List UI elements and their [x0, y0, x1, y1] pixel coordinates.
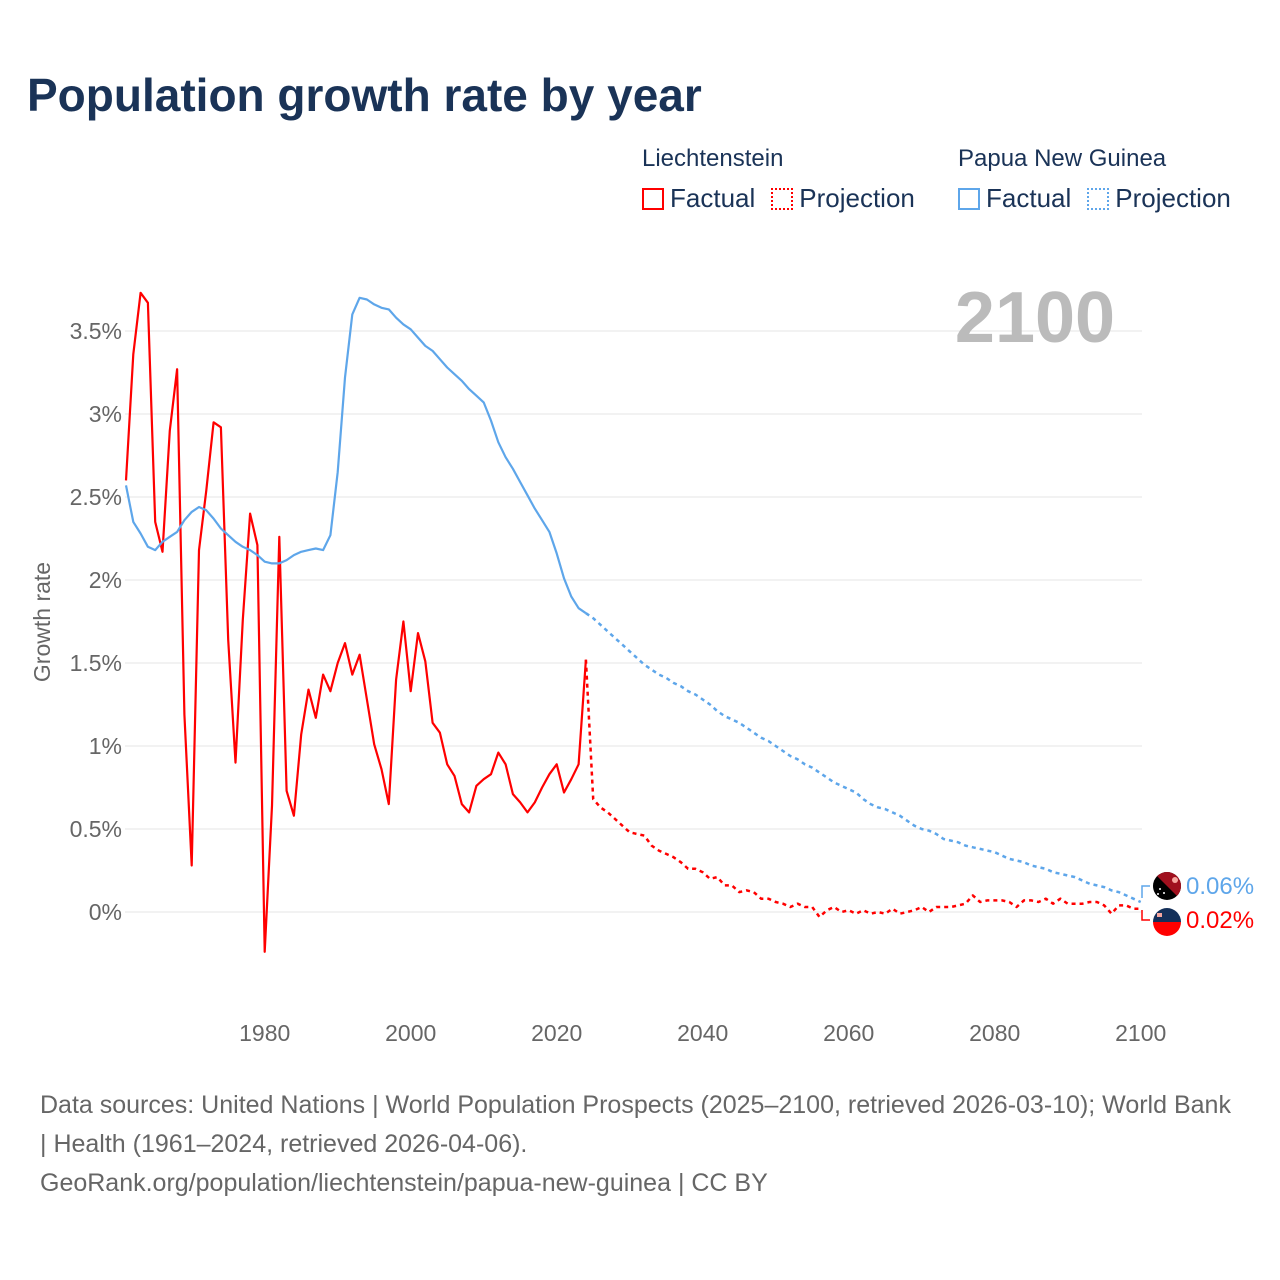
dotted-swatch-icon	[771, 187, 794, 210]
x-tick-label: 2040	[677, 1020, 728, 1046]
legend-label: Factual	[670, 183, 756, 213]
papua-new-guinea-flag-icon	[1153, 872, 1181, 900]
legend-label: Projection	[799, 183, 915, 213]
legend-png-projection[interactable]: Projection	[1087, 183, 1231, 214]
x-tick-label: 2000	[385, 1020, 436, 1046]
y-tick-label: 3%	[89, 401, 122, 427]
y-tick-label: 2%	[89, 567, 122, 593]
solid-swatch-icon	[958, 187, 980, 210]
x-tick-label: 1980	[239, 1020, 290, 1046]
legend-label: Projection	[1115, 183, 1231, 213]
y-tick-label: 3.5%	[70, 318, 122, 344]
png-connector	[1141, 885, 1150, 898]
y-tick-label: 1%	[89, 733, 122, 759]
liechtenstein-projection-line	[584, 659, 1141, 919]
source-link[interactable]: GeoRank.org/population/liechtenstein/pap…	[40, 1169, 768, 1197]
liechtenstein-flag-icon	[1153, 908, 1181, 936]
y-tick-label: 2.5%	[70, 484, 122, 510]
legend-liechtenstein-projection[interactable]: Projection	[771, 183, 915, 214]
x-tick-label: 2060	[823, 1020, 874, 1046]
legend-papua-new-guinea: Papua New Guinea Factual Projection	[958, 145, 1231, 214]
legend-liechtenstein-factual[interactable]: Factual	[642, 183, 755, 214]
year-overlay: 2100	[955, 278, 1115, 358]
legend-label: Factual	[986, 183, 1072, 213]
liechtenstein-factual-line	[124, 291, 587, 953]
li-connector	[1141, 910, 1150, 921]
y-tick-label: 1.5%	[70, 650, 122, 676]
footer: Data sources: United Nations | World Pop…	[40, 1086, 1240, 1203]
papua-new-guinea-projection-line	[585, 612, 1142, 904]
y-axis-label: Growth rate	[29, 562, 55, 682]
png-end-value: 0.06%	[1186, 873, 1254, 900]
x-tick-label: 2080	[969, 1020, 1020, 1046]
y-tick-label: 0.5%	[70, 816, 122, 842]
legend-group-name: Papua New Guinea	[958, 145, 1167, 172]
y-tick-label: 0%	[89, 899, 122, 925]
papua-new-guinea-factual-line	[124, 296, 587, 615]
li-end-value: 0.02%	[1186, 907, 1254, 934]
dotted-swatch-icon	[1087, 187, 1110, 210]
legend-liechtenstein: Liechtenstein Factual Projection	[642, 145, 915, 214]
solid-swatch-icon	[642, 187, 664, 210]
end-labels: 0.06% 0.02%	[1141, 872, 1254, 936]
legend-group-name: Liechtenstein	[642, 145, 784, 172]
chart-title: Population growth rate by year	[27, 69, 702, 121]
x-tick-label: 2100	[1115, 1020, 1166, 1046]
data-sources: Data sources: United Nations | World Pop…	[40, 1091, 1231, 1158]
legend-png-factual[interactable]: Factual	[958, 183, 1071, 214]
x-tick-label: 2020	[531, 1020, 582, 1046]
